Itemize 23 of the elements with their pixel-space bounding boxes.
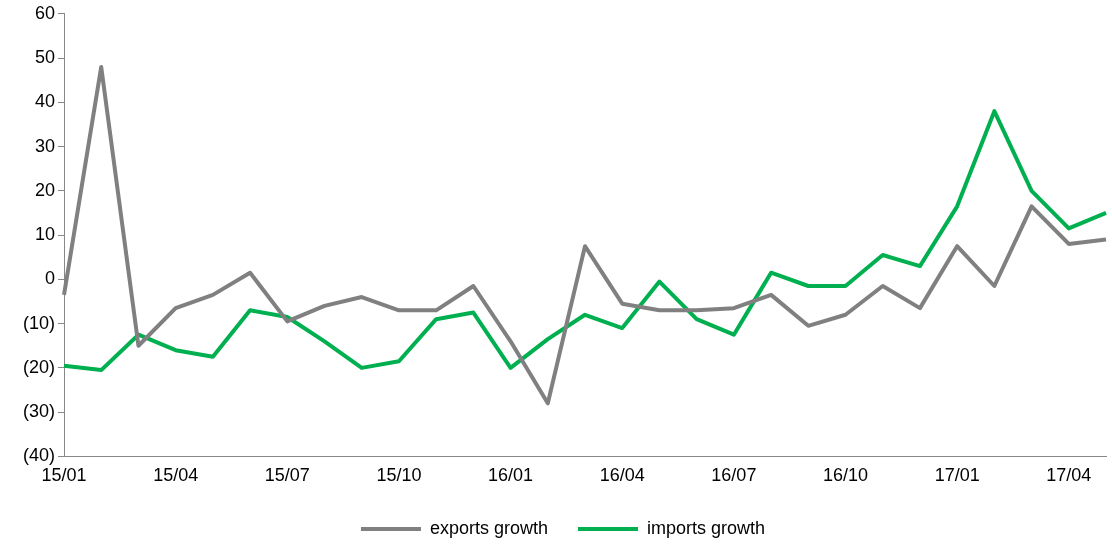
y-tick-label: 50 xyxy=(34,47,56,68)
x-tick-label: 17/01 xyxy=(934,465,980,486)
x-tick-label: 16/07 xyxy=(711,465,757,486)
x-tick-label: 16/01 xyxy=(488,465,534,486)
x-tick-label: 16/10 xyxy=(822,465,869,486)
y-tick-label: 40 xyxy=(34,91,56,112)
y-tick-label: (10) xyxy=(22,312,56,333)
y-tick-label: (40) xyxy=(22,445,56,466)
legend-label: exports growth xyxy=(429,517,549,538)
legend-label: imports growth xyxy=(647,517,766,538)
x-tick-label: 15/07 xyxy=(264,465,310,486)
x-tick-label: 15/01 xyxy=(41,465,87,486)
y-tick-label: 10 xyxy=(34,224,56,245)
x-tick-label: 16/04 xyxy=(599,465,645,486)
y-tick-label: (20) xyxy=(22,356,56,377)
y-tick-label: 0 xyxy=(44,268,56,289)
y-tick-label: 30 xyxy=(34,135,56,156)
x-tick-label: 15/10 xyxy=(376,465,422,486)
y-tick-label: 20 xyxy=(34,179,56,200)
x-tick-label: 15/04 xyxy=(153,465,199,486)
x-tick-label: 17/04 xyxy=(1046,465,1092,486)
y-tick-label: 60 xyxy=(34,2,56,23)
y-tick-label: (30) xyxy=(22,401,56,422)
